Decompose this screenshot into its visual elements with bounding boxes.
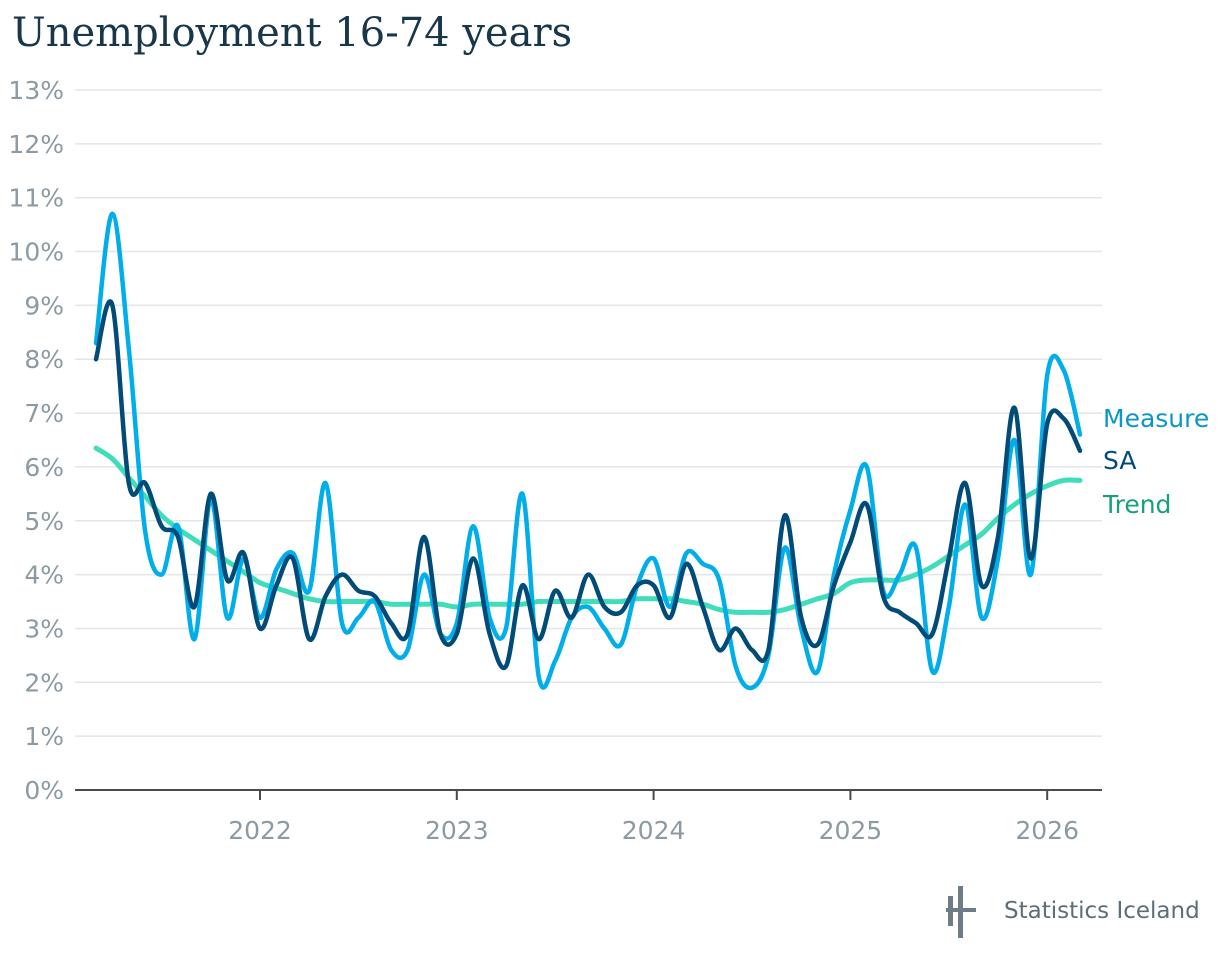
y-tick-label: 13%	[8, 76, 64, 105]
y-tick-label: 10%	[8, 238, 64, 267]
x-tick-label: 2023	[425, 816, 489, 845]
y-tick-label: 1%	[24, 722, 64, 751]
y-axis-tick-labels: 0% 1% 2% 3% 4% 5% 6% 7% 8% 9% 10% 11% 12% 13%	[8, 76, 64, 805]
brand-name: Statistics Iceland	[1004, 898, 1200, 924]
series-line-sa	[93, 299, 1083, 671]
x-tick-label: 2024	[622, 816, 686, 845]
y-tick-label: 2%	[24, 668, 64, 697]
y-tick-label: 11%	[8, 184, 64, 213]
y-tick-label: 4%	[24, 561, 64, 590]
gridlines	[75, 89, 1102, 737]
legend: Measure SA Trend	[1102, 404, 1209, 519]
y-tick-label: 3%	[24, 614, 64, 643]
y-tick-label: 0%	[24, 776, 64, 805]
x-axis: 2022 2023 2024 2025 2026	[75, 789, 1102, 845]
statistics-iceland-logo-icon	[946, 886, 976, 938]
x-tick-label: 2026	[1015, 816, 1079, 845]
y-tick-label: 7%	[24, 399, 64, 428]
legend-label-sa: SA	[1103, 446, 1136, 475]
y-tick-label: 5%	[24, 507, 64, 536]
brand: Statistics Iceland	[944, 884, 1206, 940]
y-tick-label: 6%	[24, 453, 64, 482]
chart-title: Unemployment 16-74 years	[12, 10, 573, 56]
y-tick-label: 9%	[24, 291, 64, 320]
legend-label-trend: Trend	[1102, 490, 1171, 519]
legend-label-measure: Measure	[1103, 404, 1209, 433]
x-tick-label: 2022	[228, 816, 292, 845]
series-line-measure	[93, 211, 1083, 691]
series-line-trend	[93, 445, 1083, 616]
x-tick-label: 2025	[819, 816, 883, 845]
series-lines	[93, 211, 1083, 691]
y-tick-label: 12%	[8, 130, 64, 159]
y-tick-label: 8%	[24, 345, 64, 374]
